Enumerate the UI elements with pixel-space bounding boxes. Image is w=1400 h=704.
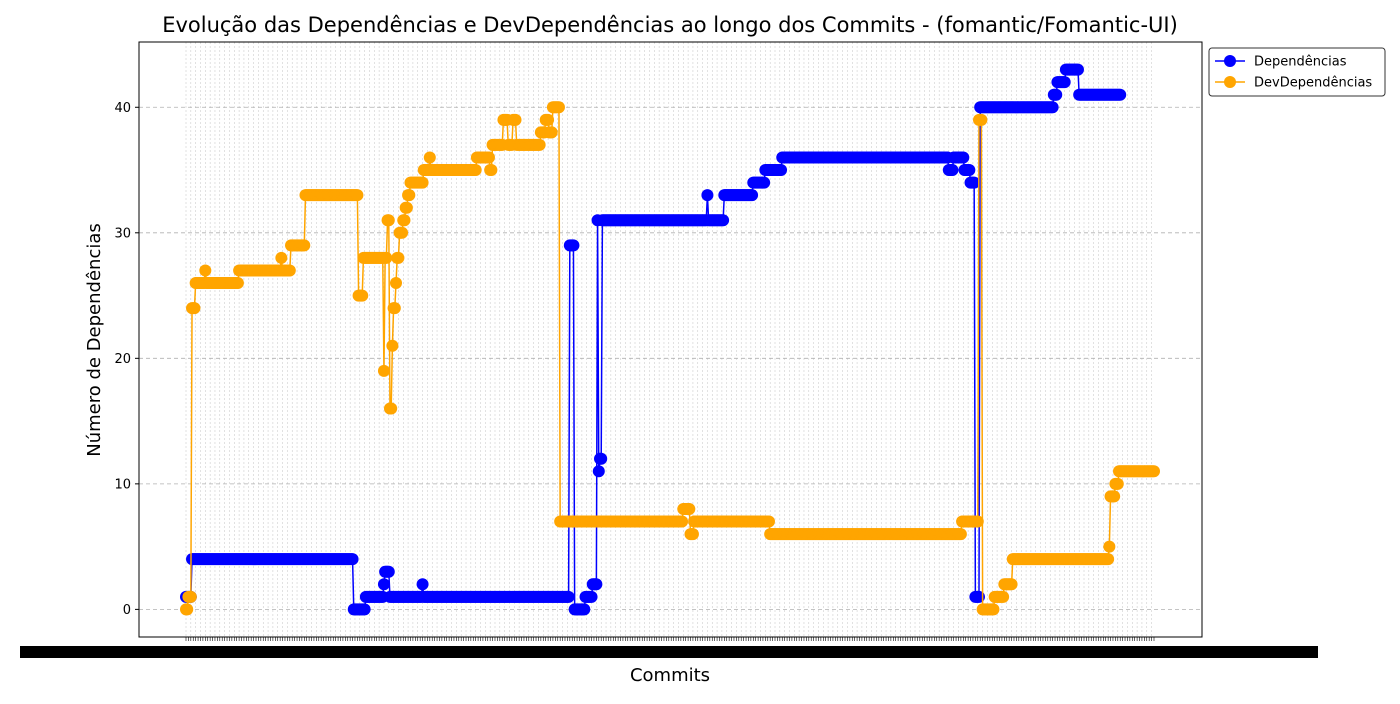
data-point-devdeps (762, 515, 775, 528)
data-point-devdeps (377, 364, 390, 377)
data-point-deps (595, 452, 608, 465)
legend-marker-devdeps (1224, 76, 1236, 88)
series-layer (180, 63, 1160, 616)
data-point-devdeps (482, 151, 495, 164)
plot-frame (138, 41, 1203, 638)
data-point-deps (717, 214, 730, 227)
data-point-deps (775, 164, 788, 177)
data-point-devdeps (1108, 490, 1121, 503)
data-point-deps (358, 603, 371, 616)
data-point-deps (382, 565, 395, 578)
x-axis-label: Commits (630, 665, 710, 686)
data-point-devdeps (351, 189, 364, 202)
data-point-devdeps (382, 214, 395, 227)
data-point-devdeps (403, 189, 416, 202)
legend-box (1208, 47, 1386, 97)
data-point-deps (946, 164, 959, 177)
data-point-deps (585, 590, 598, 603)
data-point-devdeps (971, 515, 984, 528)
data-point-devdeps (1148, 465, 1160, 478)
data-point-devdeps (396, 226, 409, 239)
data-point-deps (562, 590, 575, 603)
y-tick-label: 20 (114, 352, 131, 367)
data-point-deps (590, 578, 603, 591)
y-tick-label: 40 (114, 101, 131, 116)
data-point-devdeps (400, 201, 413, 214)
data-point-devdeps (683, 502, 696, 515)
data-point-devdeps (485, 164, 498, 177)
data-point-deps (578, 603, 591, 616)
series-devdeps (180, 101, 1160, 616)
data-point-devdeps (199, 264, 212, 277)
x-tick-labels-overlap (20, 646, 1318, 658)
data-point-devdeps (356, 289, 369, 302)
data-point-deps (567, 239, 580, 252)
data-point-devdeps (416, 176, 429, 189)
legend-marker-deps (1224, 55, 1236, 67)
data-point-devdeps (388, 302, 401, 315)
data-point-devdeps (423, 151, 436, 164)
y-tick-label: 30 (114, 226, 131, 241)
data-point-devdeps (188, 302, 201, 315)
data-point-deps (1071, 63, 1084, 76)
data-point-devdeps (954, 528, 967, 541)
data-point-devdeps (1102, 553, 1115, 566)
data-point-devdeps (469, 164, 482, 177)
data-point-devdeps (975, 113, 988, 126)
data-point-devdeps (398, 214, 411, 227)
data-point-deps (1058, 76, 1071, 89)
y-tick-label: 10 (114, 477, 131, 492)
data-point-devdeps (1005, 578, 1018, 591)
data-point-devdeps (386, 339, 399, 352)
data-point-deps (377, 578, 390, 591)
data-point-deps (968, 176, 981, 189)
data-point-deps (592, 465, 605, 478)
data-point-devdeps (231, 277, 244, 290)
data-point-devdeps (676, 515, 689, 528)
data-point-devdeps (1111, 477, 1124, 490)
data-point-deps (758, 176, 771, 189)
data-point-deps (416, 578, 429, 591)
data-point-devdeps (275, 251, 288, 264)
legend-label-deps: Dependências (1254, 55, 1347, 70)
data-point-devdeps (545, 126, 558, 139)
data-point-devdeps (533, 138, 546, 151)
data-point-devdeps (552, 101, 565, 114)
data-point-deps (1050, 88, 1063, 101)
y-axis-ticks: 0 10 20 30 40 (114, 101, 139, 618)
data-point-deps (963, 164, 976, 177)
data-point-devdeps (987, 603, 1000, 616)
data-point-devdeps (390, 277, 403, 290)
x-gridlines (185, 42, 1152, 637)
data-point-devdeps (380, 251, 393, 264)
data-point-deps (957, 151, 970, 164)
x-axis-ticks (20, 637, 1318, 658)
data-point-devdeps (686, 528, 699, 541)
data-point-deps (346, 553, 359, 566)
data-point-devdeps (509, 113, 522, 126)
data-point-devdeps (385, 402, 398, 415)
data-point-deps (1046, 101, 1059, 114)
data-point-devdeps (1103, 540, 1116, 553)
data-point-devdeps (392, 251, 405, 264)
data-point-devdeps (298, 239, 311, 252)
legend-label-devdeps: DevDependências (1254, 76, 1372, 91)
chart-title: Evolução das Dependências e DevDependênc… (162, 13, 1178, 37)
data-point-devdeps (184, 590, 197, 603)
y-tick-label: 0 (123, 603, 131, 618)
data-point-devdeps (997, 590, 1010, 603)
y-axis-label: Número de Dependências (84, 223, 105, 457)
data-point-deps (746, 189, 759, 202)
data-point-devdeps (542, 113, 555, 126)
data-point-deps (701, 189, 714, 202)
legend: Dependências DevDependências (1208, 47, 1386, 97)
data-point-devdeps (283, 264, 296, 277)
data-point-devdeps (181, 603, 194, 616)
data-point-deps (1114, 88, 1127, 101)
series-deps (180, 63, 1127, 616)
